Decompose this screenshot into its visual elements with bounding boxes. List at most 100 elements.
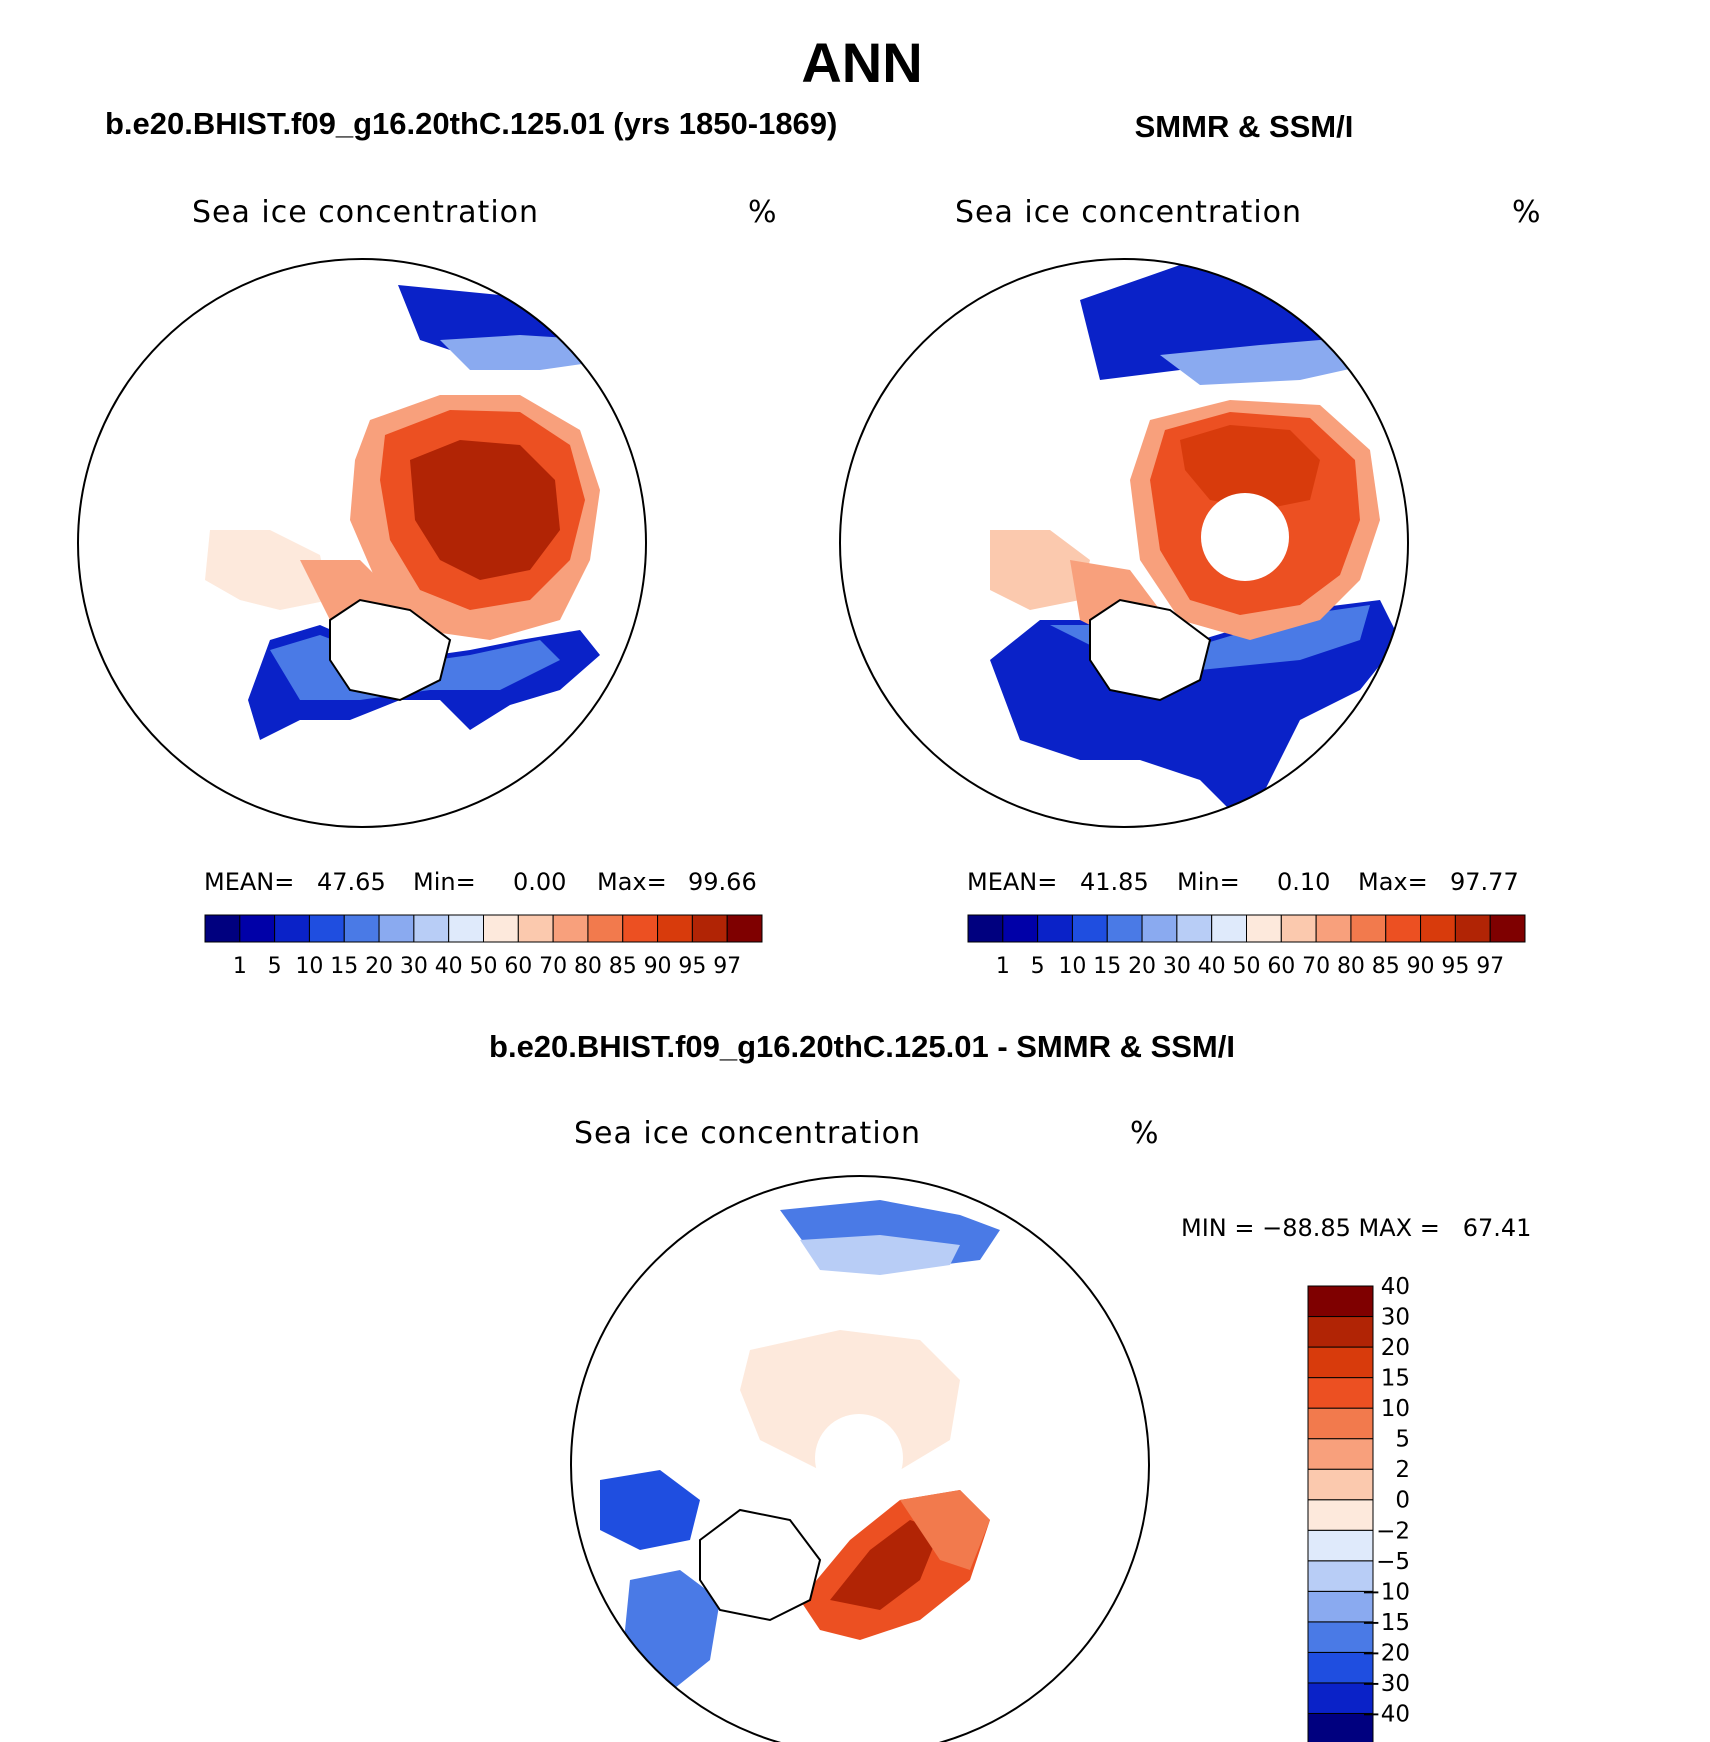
panel-a-colorbar-swatch <box>552 914 589 943</box>
panel-b-colorbar-swatch <box>1176 914 1213 943</box>
panel-b-heading: SMMR & SSM/I <box>1135 109 1354 144</box>
panel-c-colorbar-swatch <box>1307 1529 1374 1562</box>
panel-c-minmax: MIN = −88.85 MAX = 67.41 <box>1181 1214 1531 1242</box>
panel-b-colorbar-swatch <box>1141 914 1178 943</box>
panel-c-colorbar-tick-label: 30 <box>1381 1305 1410 1331</box>
panel-b-colorbar-swatch <box>1211 914 1247 943</box>
panel-b-colorbar-tick-label: 90 <box>1407 954 1435 979</box>
panel-c-colorbar-swatch <box>1307 1407 1374 1440</box>
panel-c-colorbar-tick-label: 5 <box>1395 1427 1410 1453</box>
panel-b-colorbar-swatch <box>1454 914 1491 943</box>
panel-c-colorbar-swatch <box>1307 1377 1374 1409</box>
panel-a-colorbar-swatch <box>239 914 276 943</box>
panel-a-colorbar-tick-label: 85 <box>609 954 637 979</box>
panel-c-colorbar-tick-label: −5 <box>1376 1549 1410 1575</box>
panel-a-colorbar-tick-label: 1 <box>233 954 247 979</box>
panel-c-map <box>570 1175 1150 1742</box>
panel-a-colorbar-swatch <box>691 914 728 943</box>
panel-c-colorbar-swatch <box>1307 1651 1374 1684</box>
panel-c-colorbar-tick-label: 10 <box>1381 1396 1410 1422</box>
panel-b-colorbar-swatch <box>967 914 1004 943</box>
panel-a-colorbar-swatch <box>448 914 484 943</box>
panel-a-colorbar-tick-label: 70 <box>539 954 567 979</box>
panel-a-heading: b.e20.BHIST.f09_g16.20thC.125.01 (yrs 18… <box>105 106 837 141</box>
panel-a-max-value: 99.66 <box>688 868 757 896</box>
panel-a-greenland <box>329 598 452 702</box>
panel-b-colorbar-tick-label: 50 <box>1233 954 1261 979</box>
panel-c-colorbar-swatch <box>1307 1712 1374 1742</box>
panel-b-units: % <box>1512 195 1541 230</box>
panel-b-stats: MEAN= 41.85 Min= 0.10 Max= 97.77 <box>967 868 1519 896</box>
panel-a-colorbar-tick-label: 80 <box>574 954 602 979</box>
panel-c-colorbar-tick-label: 2 <box>1395 1457 1410 1483</box>
panel-c-units: % <box>1130 1116 1159 1151</box>
panel-c-colorbar-swatch <box>1307 1590 1374 1623</box>
panel-a-colorbar-tick-label: 90 <box>644 954 672 979</box>
panel-a-colorbar-tick-label: 60 <box>504 954 532 979</box>
panel-c-colorbar-tick-label: 20 <box>1381 1335 1410 1361</box>
figure-title: ANN <box>801 31 922 94</box>
panel-a-variable: Sea ice concentration <box>192 195 539 230</box>
panel-b-max-label: Max= <box>1358 868 1428 896</box>
panel-c-colorbar-swatch <box>1307 1346 1374 1379</box>
panel-b-colorbar-tick-label: 95 <box>1441 954 1469 979</box>
panel-b-colorbar-tick-label: 60 <box>1267 954 1295 979</box>
panel-b-colorbar-tick-label: 80 <box>1337 954 1365 979</box>
panel-a-max-label: Max= <box>597 868 667 896</box>
panel-c-colorbar-tick-label: −20 <box>1361 1640 1410 1666</box>
panel-a-mean-label: MEAN= <box>204 868 294 896</box>
panel-a-units: % <box>748 195 777 230</box>
panel-b-colorbar-tick-label: 15 <box>1093 954 1121 979</box>
panel-a-colorbar-swatch <box>378 914 415 943</box>
panel-a-colorbar-swatch <box>413 914 450 943</box>
panel-b-colorbar-swatch <box>1489 914 1526 943</box>
panel-a-colorbar-swatch <box>517 914 554 943</box>
panel-c-pole-hole <box>815 1414 903 1502</box>
panel-b-colorbar-swatch <box>1037 914 1073 943</box>
panel-c-colorbar-swatch <box>1307 1499 1374 1531</box>
panel-a-colorbar-swatch <box>587 914 624 943</box>
panel-b-colorbar-tick-label: 10 <box>1058 954 1086 979</box>
panel-b-pole-hole <box>1201 493 1289 581</box>
panel-c-colorbar-swatch <box>1307 1438 1374 1470</box>
panel-b-colorbar-swatch <box>1420 914 1456 943</box>
panel-b-colorbar: 1 5 10 15 20 30 40 50 60 70 80 85 90 95 97 <box>967 914 1526 979</box>
panel-c-colorbar-tick-label: −2 <box>1376 1518 1410 1544</box>
panel-a-min-label: Min= <box>413 868 476 896</box>
panel-a-colorbar-swatch <box>657 914 693 943</box>
panel-a-colorbar-swatch <box>483 914 519 943</box>
panel-a-colorbar-tick-label: 20 <box>365 954 393 979</box>
panel-b-min-value: 0.10 <box>1277 868 1330 896</box>
panel-a-colorbar-swatch <box>622 914 659 943</box>
panel-a-colorbar-swatch <box>204 914 241 943</box>
panel-c-colorbar-tick-label: 40 <box>1381 1274 1410 1300</box>
panel-b-colorbar-tick-label: 20 <box>1128 954 1156 979</box>
panel-b-colorbar-swatch <box>1350 914 1387 943</box>
panel-b-colorbar-swatch <box>1280 914 1317 943</box>
panel-b-mean-label: MEAN= <box>967 868 1057 896</box>
panel-c-colorbar-tick-label: −10 <box>1361 1579 1410 1605</box>
panel-a-colorbar-swatch <box>274 914 310 943</box>
panel-a-colorbar-swatch <box>308 914 345 943</box>
panel-b-colorbar-tick-label: 1 <box>996 954 1010 979</box>
panel-a-colorbar-tick-label: 15 <box>330 954 358 979</box>
panel-b-colorbar-tick-label: 40 <box>1198 954 1226 979</box>
panel-b-colorbar-swatch <box>1246 914 1282 943</box>
panel-b-colorbar-swatch <box>1106 914 1143 943</box>
panel-c-colorbar-tick-label: −40 <box>1361 1701 1410 1727</box>
panel-a-min-value: 0.00 <box>513 868 566 896</box>
panel-a-colorbar-swatch <box>343 914 380 943</box>
panel-b-greenland <box>1089 598 1212 702</box>
panel-c-heading: b.e20.BHIST.f09_g16.20thC.125.01 - SMMR … <box>489 1029 1235 1064</box>
panel-a-colorbar-tick-label: 5 <box>268 954 282 979</box>
panel-b-colorbar-tick-label: 70 <box>1302 954 1330 979</box>
panel-a-colorbar-tick-label: 40 <box>435 954 463 979</box>
panel-b-map <box>839 258 1409 828</box>
panel-b-colorbar-tick-label: 30 <box>1163 954 1191 979</box>
panel-b-colorbar-tick-label: 5 <box>1031 954 1045 979</box>
panel-c-colorbar-swatch <box>1307 1560 1374 1592</box>
panel-b-variable: Sea ice concentration <box>955 195 1302 230</box>
panel-a-colorbar-tick-label: 50 <box>470 954 498 979</box>
